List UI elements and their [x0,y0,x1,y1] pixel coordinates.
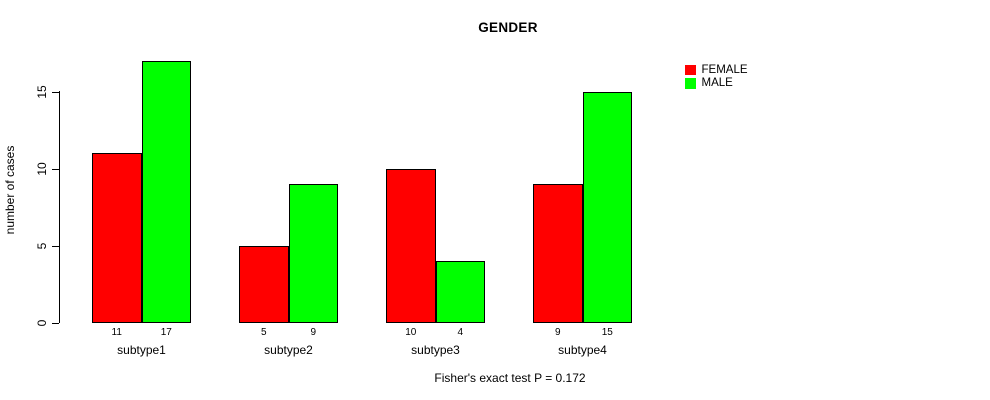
bar-value-label: 11 [111,327,122,338]
category-label-subtype4: subtype4 [558,343,607,357]
category-label-subtype2: subtype2 [264,343,313,357]
male-color-swatch [685,78,696,89]
y-tick-mark [52,168,59,170]
bar-value-label: 17 [160,327,172,338]
bar-value-label: 15 [601,327,613,338]
legend: FEMALE MALE [685,63,748,90]
legend-item-male: MALE [685,77,748,91]
bar-value-label: 10 [405,327,417,338]
bar-male-subtype3 [435,261,485,323]
bar-male-subtype4 [582,91,632,323]
bar-value-label: 9 [310,327,317,338]
statistical-test-caption: Fisher's exact test P = 0.172 [434,371,586,385]
bar-female-subtype4 [533,184,583,323]
legend-label-male: MALE [701,77,733,90]
y-tick-label: 10 [35,162,49,176]
female-color-swatch [685,64,696,75]
bar-value-label: 5 [260,327,267,338]
bar-value-label: 4 [457,327,464,338]
bar-female-subtype3 [386,168,436,323]
bar-female-subtype1 [92,153,142,323]
y-tick-label: 15 [35,85,49,99]
y-tick-mark [52,245,59,247]
y-tick-label: 5 [35,242,49,250]
bar-female-subtype2 [239,245,289,323]
category-label-subtype1: subtype1 [117,343,166,357]
y-tick-mark [52,323,59,324]
bar-male-subtype2 [288,184,338,323]
legend-item-female: FEMALE [685,63,748,77]
y-axis-line [59,91,60,323]
y-tick-mark [52,91,59,93]
bar-value-label: 9 [554,327,561,338]
y-tick-label: 0 [35,319,49,327]
category-label-subtype3: subtype3 [411,343,460,357]
chart-title: GENDER [478,20,538,35]
legend-label-female: FEMALE [701,63,748,76]
bar-male-subtype1 [141,60,191,323]
y-axis-label: number of cases [3,145,17,235]
